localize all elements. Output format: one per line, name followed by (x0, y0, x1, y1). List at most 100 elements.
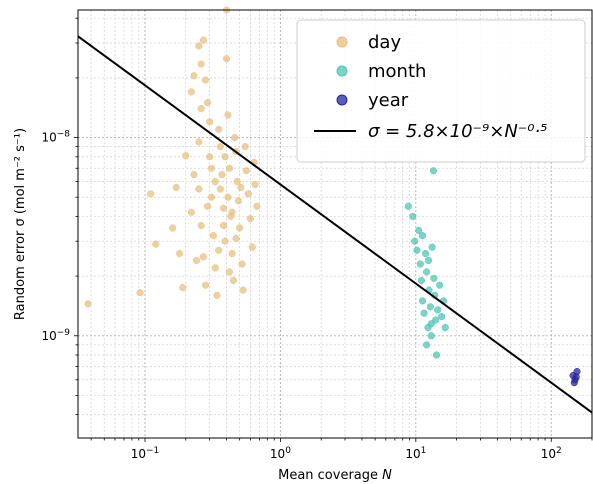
point-day (197, 221, 205, 230)
point-day (207, 193, 216, 201)
point-day (246, 215, 254, 223)
point-day (219, 221, 228, 230)
point-day (182, 152, 190, 160)
point-day (241, 143, 249, 151)
point-day (221, 237, 229, 245)
point-day (195, 42, 203, 50)
point-day (232, 234, 240, 242)
point-day (229, 276, 238, 285)
point-month (416, 260, 424, 268)
point-month (413, 246, 421, 254)
point-day (206, 118, 214, 126)
point-month (418, 297, 427, 305)
point-day (204, 202, 212, 210)
point-day (233, 177, 241, 186)
point-month (418, 232, 427, 240)
point-day (236, 224, 244, 232)
point-day (204, 99, 212, 107)
point-month (429, 167, 438, 175)
y-tick-label: 10−9 (41, 328, 70, 343)
point-day (211, 264, 219, 272)
point-day (253, 202, 261, 210)
point-day (197, 105, 205, 113)
point-day (215, 125, 223, 133)
point-day (248, 243, 256, 251)
legend-marker-day (336, 36, 348, 48)
point-year (572, 373, 580, 381)
point-day (202, 281, 210, 289)
legend-frame (296, 19, 586, 163)
legend: day month year σ = 5.8×10⁻⁹×N⁻⁰·⁵ (296, 19, 586, 163)
point-day (206, 153, 214, 161)
point-day (136, 289, 144, 297)
point-day (216, 185, 224, 193)
legend-label-year: year (368, 90, 409, 111)
point-day (207, 164, 216, 172)
point-day (179, 284, 187, 292)
point-day (224, 111, 232, 119)
point-day (224, 193, 232, 201)
point-day (176, 249, 184, 258)
point-month (420, 309, 428, 317)
point-month (427, 332, 435, 340)
x-tick-label: 101 (405, 446, 426, 461)
point-day (187, 88, 195, 96)
point-month (422, 249, 430, 258)
point-month (422, 268, 431, 276)
x-tick-label: 100 (270, 446, 291, 461)
point-month (434, 306, 442, 314)
point-day (147, 190, 155, 198)
point-day (190, 171, 198, 179)
y-tick-label: 10−8 (41, 130, 70, 145)
point-day (237, 183, 245, 192)
point-day (199, 253, 207, 261)
legend-label-fit: σ = 5.8×10⁻⁹×N⁻⁰·⁵ (368, 121, 547, 142)
point-month (436, 281, 444, 289)
fit-line (77, 35, 593, 414)
point-day (211, 177, 219, 186)
point-day (225, 164, 233, 172)
point-day (84, 300, 92, 308)
point-month (415, 226, 423, 234)
line-layer (77, 35, 593, 414)
point-day (199, 36, 207, 44)
point-day (169, 224, 177, 232)
point-day (238, 260, 246, 268)
x-tick-label: 10−1 (131, 446, 160, 461)
point-day (216, 143, 224, 151)
points-layer (84, 6, 581, 387)
point-month (441, 324, 449, 332)
point-day (202, 76, 210, 84)
point-day (251, 180, 259, 188)
point-day (172, 183, 180, 192)
point-month (411, 237, 419, 245)
point-day (209, 232, 217, 240)
point-day (225, 268, 233, 276)
point-day (231, 133, 239, 142)
point-month (432, 351, 440, 359)
point-month (417, 276, 425, 285)
point-day (242, 167, 250, 175)
legend-label-day: day (368, 32, 401, 53)
point-month (424, 256, 433, 264)
x-tick-label: 102 (541, 446, 562, 461)
point-day (192, 256, 201, 264)
plot-frame (77, 9, 593, 439)
legend-label-month: month (368, 61, 426, 82)
legend-marker-month (336, 65, 348, 77)
point-day (234, 197, 243, 205)
point-day (197, 60, 205, 68)
point-day (213, 291, 221, 299)
point-day (190, 72, 198, 80)
y-axis-label: Random error σ (mol m⁻² s⁻¹) (13, 128, 28, 320)
point-day (221, 153, 229, 161)
point-day (195, 185, 203, 193)
point-day (239, 286, 247, 294)
point-day (218, 171, 226, 179)
point-month (409, 212, 417, 220)
x-axis-label: Mean coverage N (278, 468, 392, 483)
point-month (438, 313, 446, 321)
point-day (215, 246, 223, 254)
point-month (428, 243, 436, 251)
